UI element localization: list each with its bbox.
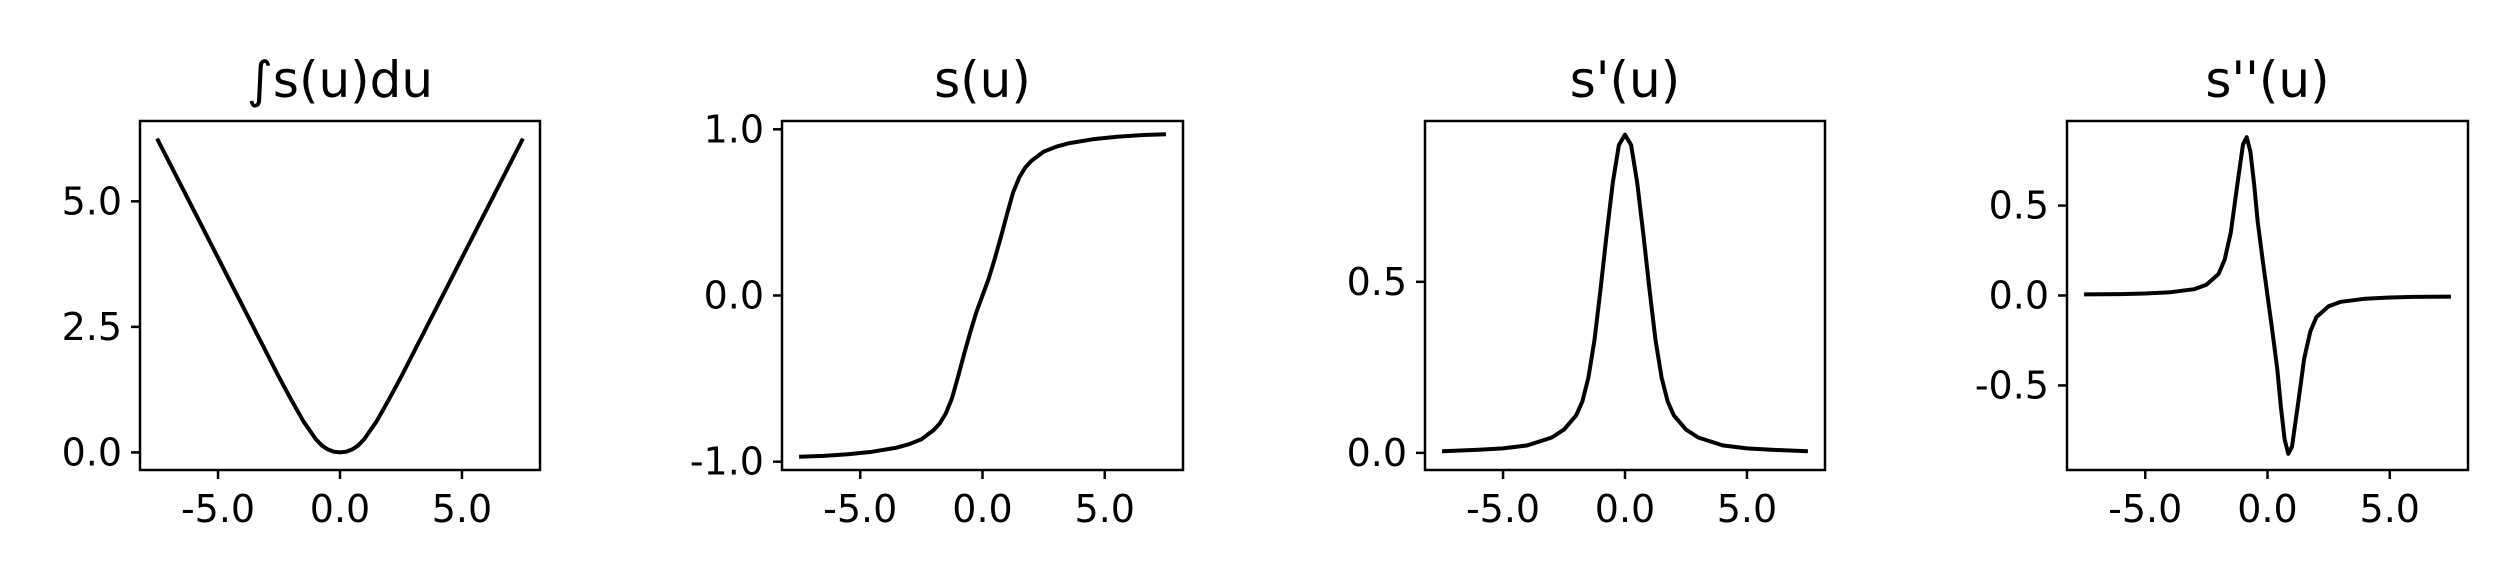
y-tick-label: 1.0: [704, 107, 764, 151]
panel-title: s'(u): [1570, 51, 1681, 109]
panel-title: s''(u): [2205, 51, 2329, 109]
y-tick-label: 0.0: [704, 274, 764, 318]
y-tick-label: 2.5: [62, 305, 122, 349]
x-tick-label: -5.0: [1466, 487, 1540, 531]
series-line: [799, 132, 1166, 459]
x-tick-label: 5.0: [432, 487, 492, 531]
panel-2: s(u) -5.0 0.0 5.0 -1.0 0.0 1.0: [690, 51, 1185, 531]
axes-frame: [138, 119, 542, 472]
panel-4: s''(u) -5.0 0.0 5.0 -0.5 0.0 0.5: [1975, 51, 2470, 531]
x-tick-label: 5.0: [1075, 487, 1135, 531]
panel-title: s(u): [934, 51, 1031, 109]
y-tick-label: -0.5: [1975, 363, 2049, 407]
y-tick-label: -1.0: [690, 440, 764, 484]
axes-frame: [1423, 119, 1827, 472]
panel-title: ∫s(u)du: [247, 51, 433, 109]
y-tick-label: 5.0: [62, 179, 122, 223]
x-tick-label: 0.0: [310, 487, 370, 531]
panel-3: s'(u) -5.0 0.0 5.0 0.0 0.5: [1347, 51, 1827, 531]
y-tick-label: 0.0: [1347, 431, 1407, 475]
x-tick-label: 0.0: [1595, 487, 1655, 531]
series-line: [155, 137, 525, 455]
x-tick-label: -5.0: [2108, 487, 2182, 531]
x-tick-label: 5.0: [2360, 487, 2420, 531]
series-line: [2084, 135, 2451, 456]
panel-1: ∫s(u)du -5.0 0.0 5.0 0.0 2.5 5.0: [62, 51, 542, 531]
x-tick-label: 5.0: [1717, 487, 1777, 531]
x-tick-label: 0.0: [952, 487, 1012, 531]
y-tick-label: 0.0: [62, 430, 122, 474]
y-tick-label: 0.5: [1989, 184, 2049, 228]
y-tick-label: 0.5: [1347, 260, 1407, 304]
x-tick-label: -5.0: [181, 487, 255, 531]
series-line: [1442, 132, 1808, 454]
y-tick-label: 0.0: [1989, 274, 2049, 318]
x-tick-label: 0.0: [2237, 487, 2297, 531]
x-tick-label: -5.0: [823, 487, 897, 531]
